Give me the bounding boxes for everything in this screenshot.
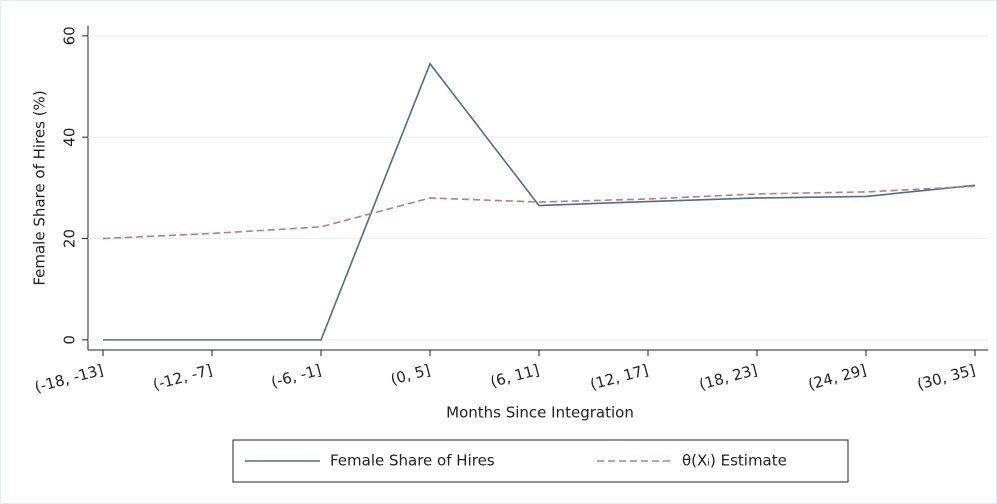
y-tick-label: 60 xyxy=(61,26,79,45)
y-tick-label: 40 xyxy=(61,128,79,147)
x-axis-label: Months Since Integration xyxy=(446,404,634,422)
y-tick-label: 0 xyxy=(61,335,79,345)
legend-label: θ(Xᵢ) Estimate xyxy=(682,452,787,470)
legend-label: Female Share of Hires xyxy=(330,452,495,470)
legend xyxy=(232,439,849,483)
y-tick-label: 20 xyxy=(61,229,79,248)
y-axis-label: Female Share of Hires (%) xyxy=(31,90,49,285)
series-line xyxy=(103,62,976,341)
series-line xyxy=(102,185,976,240)
